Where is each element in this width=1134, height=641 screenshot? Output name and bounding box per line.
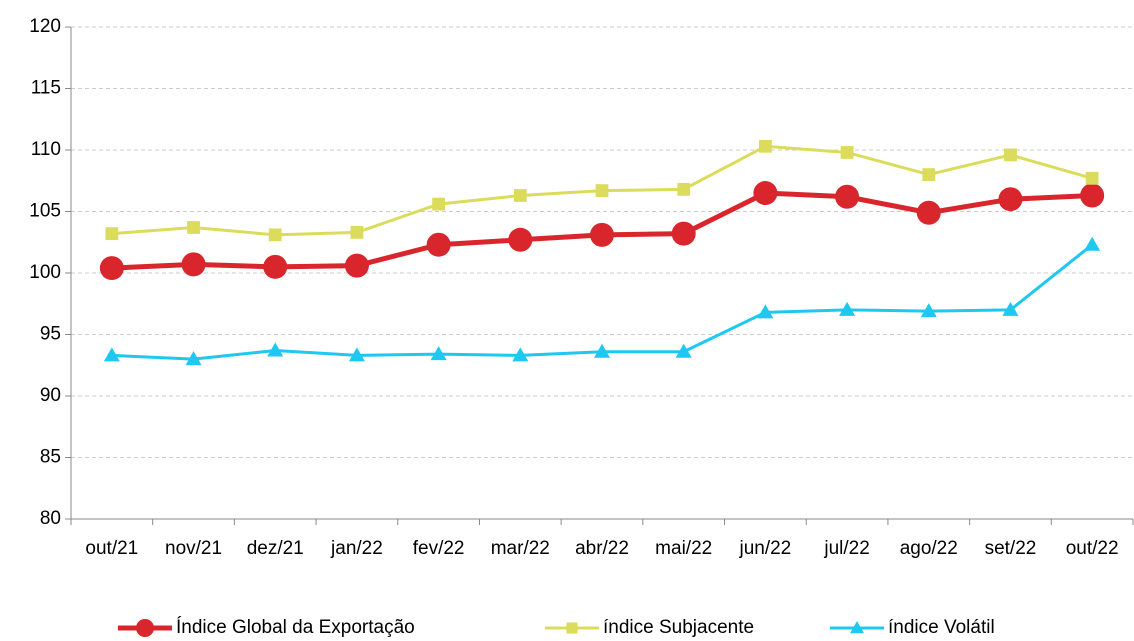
marker: [512, 347, 529, 362]
marker: [187, 221, 200, 234]
marker: [916, 200, 941, 225]
y-tick-label: 105: [29, 201, 61, 222]
marker: [675, 343, 692, 358]
marker: [348, 347, 365, 362]
legend-label: Índice Global da Exportação: [176, 617, 415, 638]
marker: [835, 184, 860, 209]
x-tick-label: jun/22: [738, 538, 791, 559]
x-tick-label: nov/21: [165, 538, 222, 559]
marker: [268, 228, 282, 242]
marker: [566, 622, 578, 634]
marker: [671, 221, 696, 246]
marker: [839, 301, 856, 316]
marker: [103, 347, 120, 362]
legend-label: índice Subjacente: [603, 617, 754, 638]
y-tick-label: 100: [29, 262, 61, 283]
x-tick-label: fev/22: [413, 538, 465, 559]
x-tick-label: ago/22: [900, 538, 958, 559]
x-tick-label: mar/22: [491, 538, 550, 559]
marker: [508, 227, 533, 252]
marker: [753, 181, 778, 206]
x-tick-label: mai/22: [655, 538, 712, 559]
series-line: [111, 243, 1094, 361]
marker: [920, 303, 937, 318]
marker: [922, 168, 936, 181]
marker: [850, 621, 864, 634]
marker: [136, 619, 154, 637]
marker: [513, 189, 527, 202]
y-tick-label: 85: [40, 447, 61, 468]
x-tick-label: out/21: [85, 538, 138, 559]
marker: [185, 351, 202, 366]
marker: [99, 256, 124, 281]
y-tick-label: 95: [40, 324, 61, 345]
x-tick-label: jul/22: [823, 538, 869, 559]
marker: [1002, 301, 1019, 316]
marker: [1004, 148, 1017, 162]
marker: [267, 342, 284, 357]
y-tick-label: 120: [29, 16, 61, 37]
x-tick-label: dez/21: [247, 538, 304, 559]
y-tick-label: 90: [40, 385, 61, 406]
marker: [594, 343, 610, 358]
marker: [344, 253, 369, 278]
x-tick-label: jan/22: [330, 538, 383, 559]
marker: [1085, 171, 1099, 185]
marker: [840, 146, 854, 159]
marker: [1084, 236, 1101, 251]
marker: [758, 139, 772, 153]
y-tick-label: 110: [31, 139, 61, 160]
marker: [430, 346, 447, 361]
marker: [263, 254, 288, 279]
marker: [757, 304, 774, 319]
marker: [677, 182, 691, 196]
marker: [432, 197, 446, 211]
marker: [998, 187, 1023, 212]
x-tick-label: out/22: [1066, 538, 1119, 559]
legend-label: índice Volátil: [888, 617, 995, 638]
marker: [181, 252, 206, 277]
x-tick-label: set/22: [985, 538, 1037, 559]
marker: [426, 232, 451, 257]
x-tick-label: abr/22: [575, 538, 629, 559]
y-tick-label: 80: [40, 508, 61, 529]
marker: [105, 227, 119, 241]
marker: [595, 184, 609, 197]
marker: [1080, 183, 1105, 208]
y-tick-label: 115: [31, 78, 61, 99]
marker: [350, 226, 364, 239]
marker: [590, 222, 614, 247]
